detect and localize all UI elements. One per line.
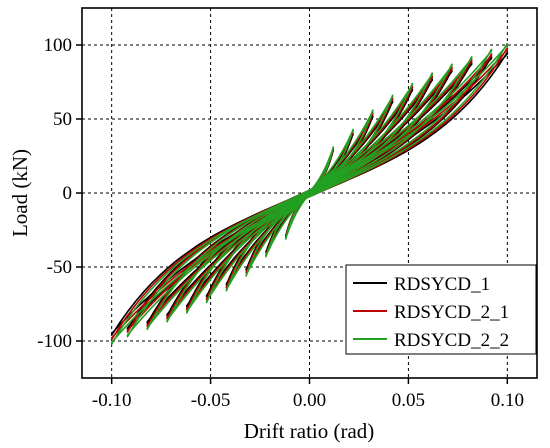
series-3 <box>110 42 509 345</box>
ticks: -0.10 -0.05 0.00 0.05 0.10 -100 -50 0 50 100 <box>37 35 524 411</box>
y-tick-label: 50 <box>53 109 72 130</box>
legend: RDSYCD_1 RDSYCD_2_1 RDSYCD_2_2 <box>345 264 537 355</box>
x-tick-label: 0.10 <box>491 390 524 411</box>
y-tick-label: 0 <box>63 183 73 204</box>
legend-label: RDSYCD_2_1 <box>394 302 509 323</box>
y-axis-title: Load (kN) <box>8 149 32 237</box>
hysteresis-loop <box>146 56 473 330</box>
x-tick-label: -0.05 <box>191 390 231 411</box>
x-tick-label: 0.05 <box>392 390 425 411</box>
legend-label: RDSYCD_2_2 <box>394 330 509 351</box>
hysteresis-loop <box>110 42 509 345</box>
legend-label: RDSYCD_1 <box>394 274 490 295</box>
x-tick-label: -0.10 <box>92 390 132 411</box>
y-tick-label: -100 <box>37 331 72 352</box>
hysteresis-loop <box>186 72 433 314</box>
x-tick-label: 0.00 <box>293 390 326 411</box>
y-tick-label: -50 <box>47 257 72 278</box>
hysteresis-loop <box>166 63 453 323</box>
x-axis-title: Drift ratio (rad) <box>244 419 375 443</box>
y-tick-label: 100 <box>44 35 73 56</box>
curves <box>110 42 509 345</box>
